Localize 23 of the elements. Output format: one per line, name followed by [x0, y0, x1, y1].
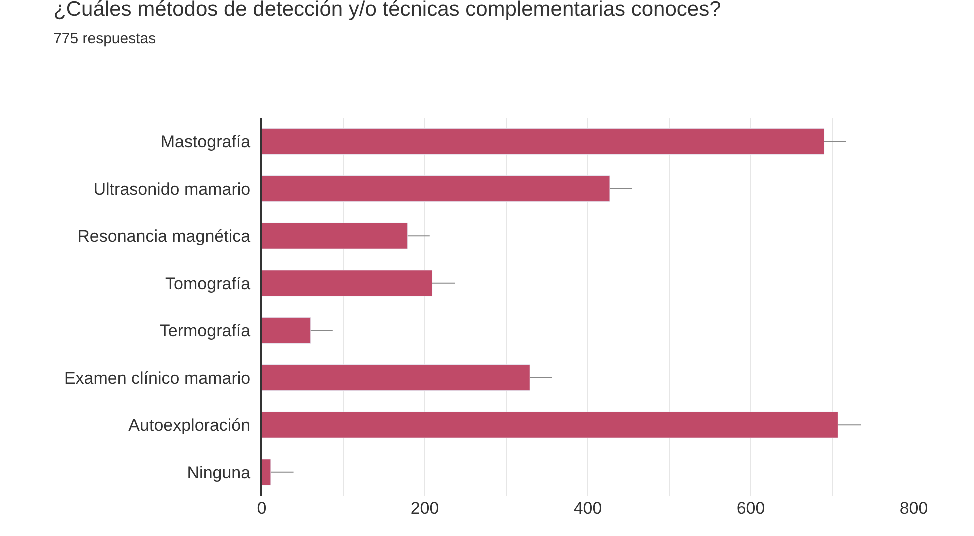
- y-tick-label: Mastografía: [160, 132, 252, 152]
- x-tick-label: 400: [574, 499, 602, 518]
- bar: [262, 364, 530, 392]
- text: 775 respuestas: [54, 30, 156, 48]
- x-tick-label: 0: [257, 499, 267, 518]
- bar: [262, 317, 312, 344]
- y-tick-label: Examen clínico mamario: [64, 368, 251, 388]
- bar: [262, 412, 838, 438]
- x-tick-label: 200: [410, 499, 440, 518]
- y-tick-label: Tomografía: [166, 274, 252, 294]
- x-tick-label: 600: [736, 499, 766, 518]
- y-tick-label: Ninguna: [187, 463, 252, 482]
- y-tick-label: Autoexploración: [128, 416, 251, 436]
- x-tick-label: 800: [900, 499, 928, 518]
- chart-title: ¿Cuáles métodos de detección y/o técnicas complementarias conoces?: [54, 0, 722, 22]
- bar: [262, 176, 610, 202]
- y-tick-label: Termografía: [160, 322, 252, 341]
- y-tick-label: Resonancia magnética: [78, 227, 252, 246]
- bar: [262, 270, 433, 297]
- bar: [262, 222, 408, 250]
- bar: [262, 459, 272, 486]
- y-tick-label: Ultrasonido mamario: [94, 180, 251, 199]
- bar: [262, 128, 825, 155]
